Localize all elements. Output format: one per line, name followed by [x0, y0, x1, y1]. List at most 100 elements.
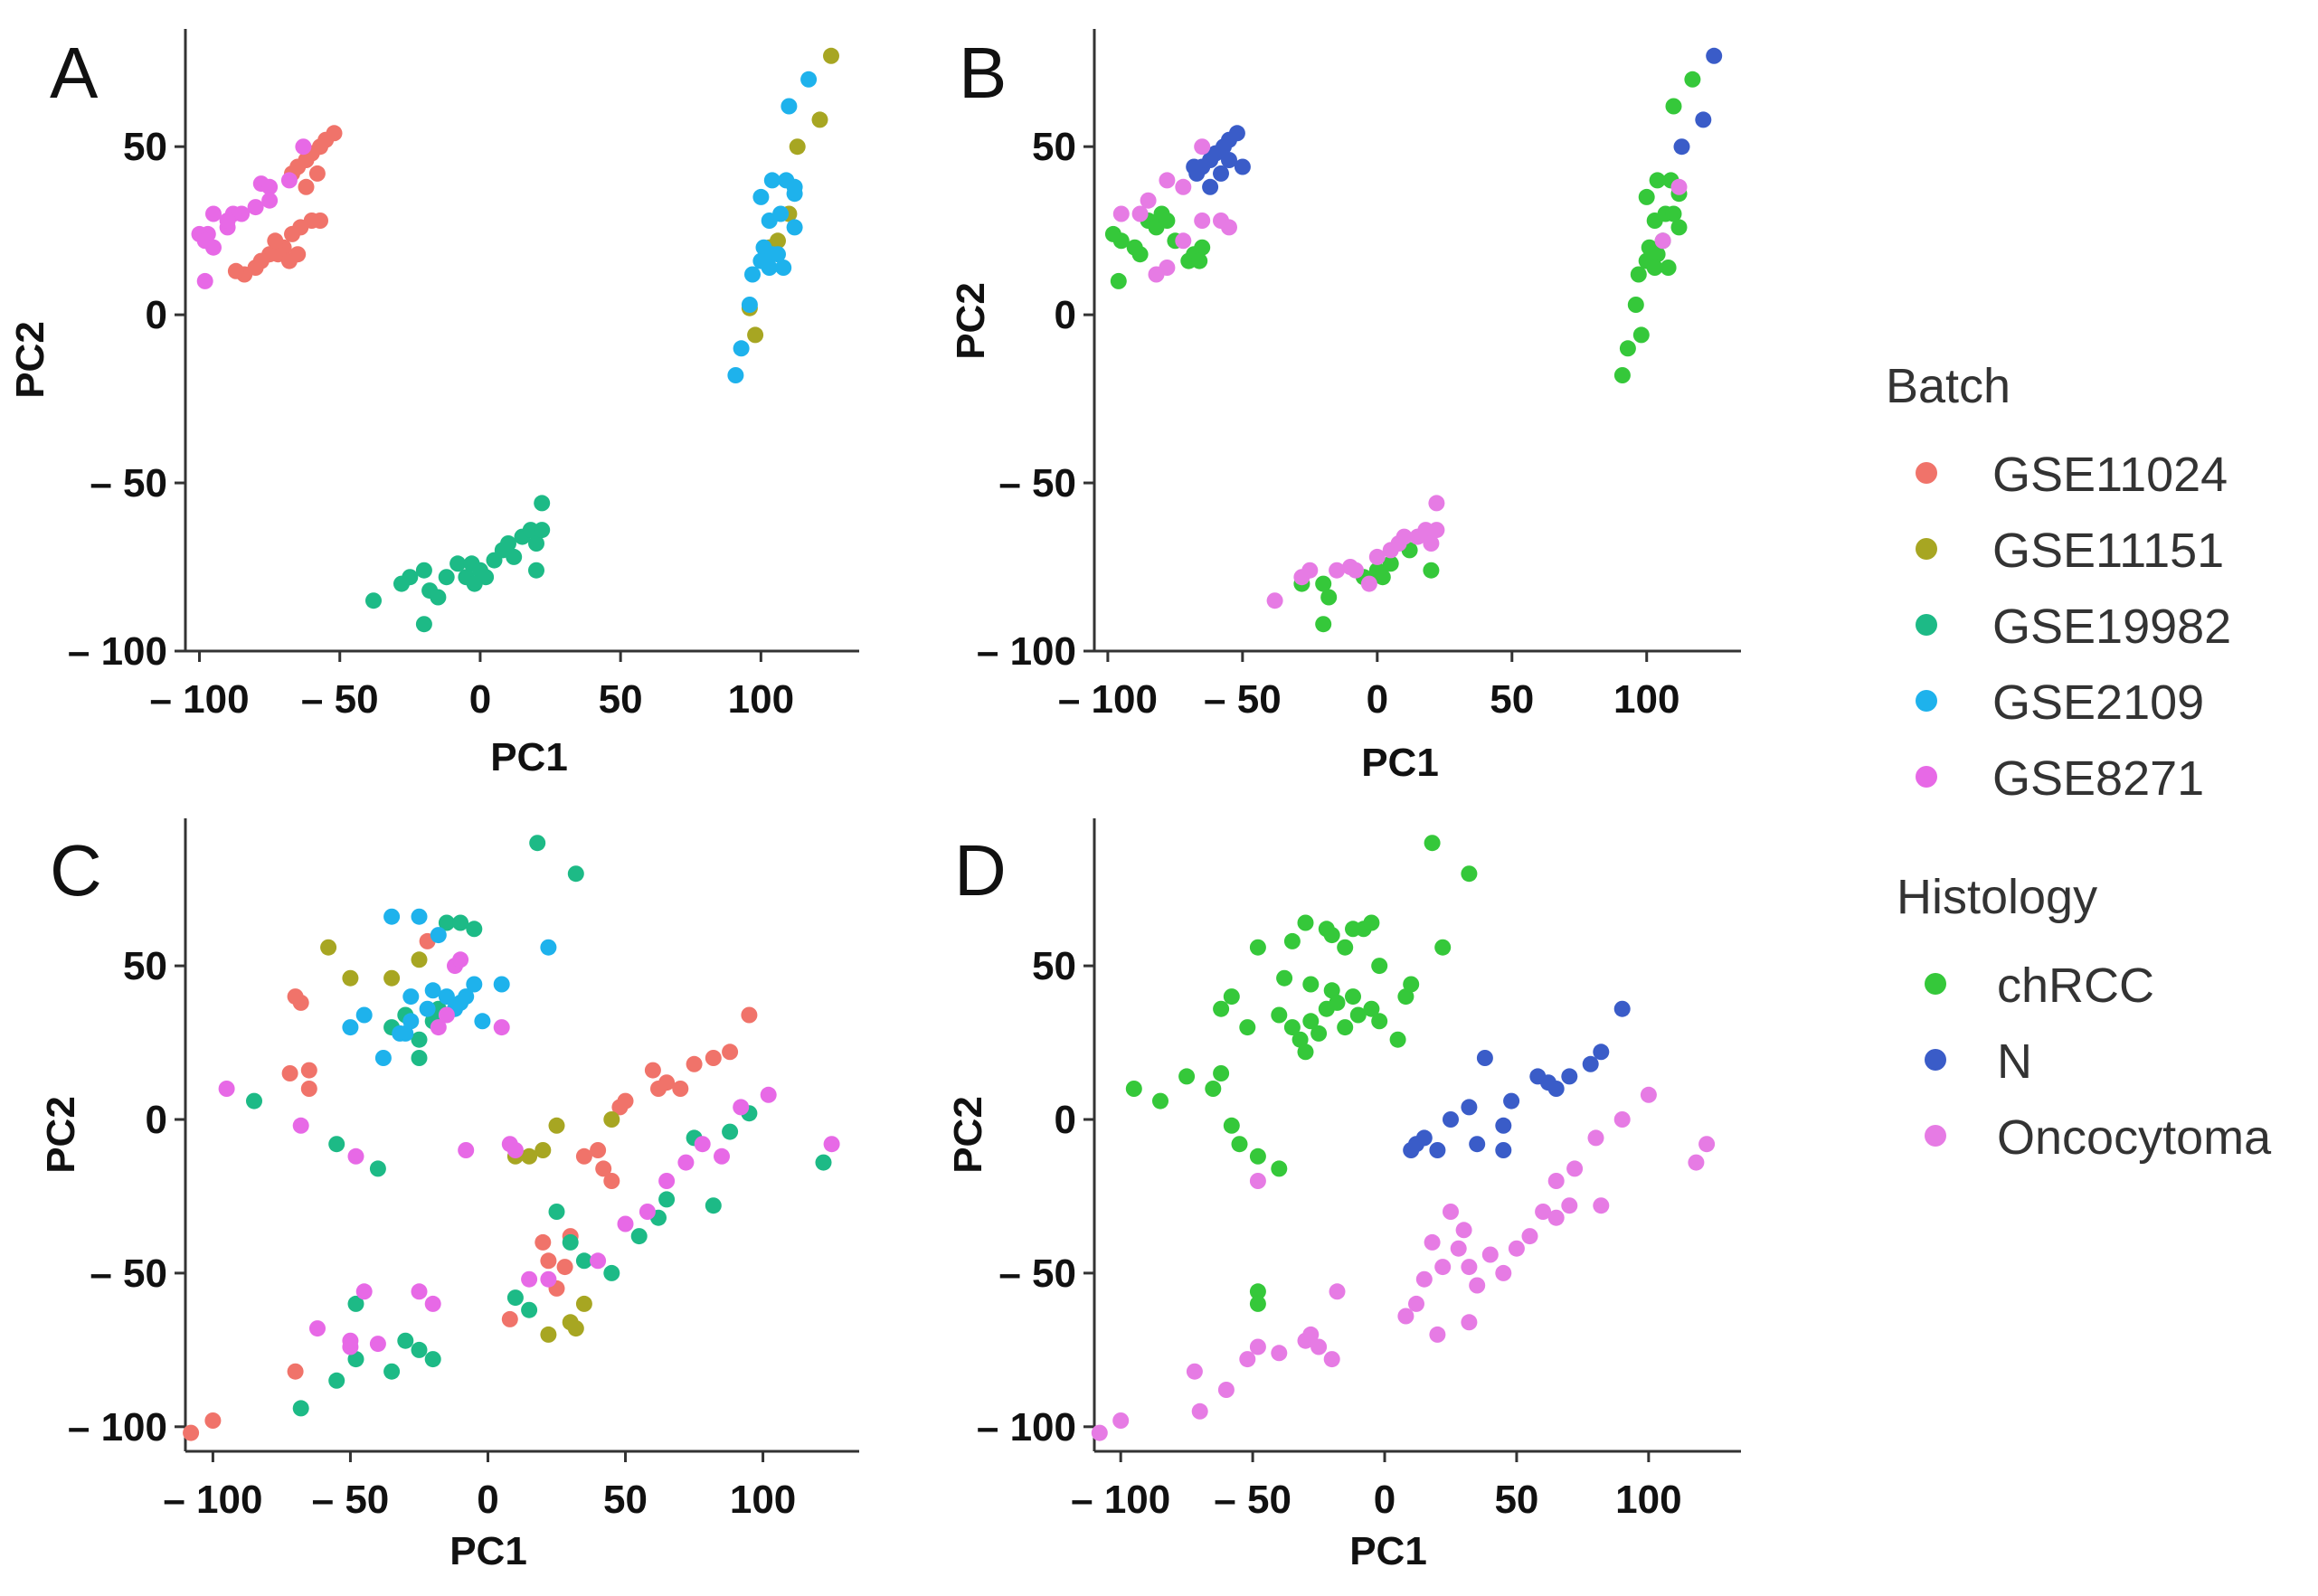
data-point	[1283, 932, 1301, 949]
data-point	[1397, 1308, 1414, 1325]
data-point	[1301, 562, 1319, 579]
data-point	[281, 1065, 298, 1081]
data-point	[458, 988, 475, 1006]
data-point	[575, 1252, 592, 1270]
data-point	[411, 1050, 428, 1066]
data-point	[522, 522, 539, 539]
x-tick-label: – 100	[1071, 1478, 1170, 1522]
data-point	[1429, 1326, 1446, 1343]
x-tick-label: 100	[730, 1478, 796, 1522]
data-point	[540, 1326, 557, 1343]
legend-dot	[1925, 1125, 1946, 1147]
data-point	[342, 969, 359, 987]
legend-dot	[1916, 690, 1937, 712]
data-point	[402, 988, 420, 1006]
data-point	[1660, 260, 1677, 276]
data-point	[1481, 1246, 1499, 1263]
data-point	[1266, 592, 1283, 609]
panel-letter-d: D	[954, 830, 1007, 911]
legend: Batch GSE11024 GSE11151 GSE19982 GSE2109…	[1886, 359, 2272, 1165]
data-point	[1310, 1025, 1328, 1042]
data-point	[369, 1160, 386, 1177]
data-point	[686, 1055, 703, 1072]
data-point	[534, 495, 551, 512]
data-point	[1302, 1326, 1320, 1343]
x-tick-label: 50	[1494, 1478, 1538, 1522]
data-point	[1323, 1351, 1340, 1368]
data-point	[1337, 1019, 1354, 1036]
y-tick-label: 0	[1055, 293, 1076, 337]
data-point	[1152, 1092, 1168, 1110]
data-point	[1476, 1050, 1493, 1066]
data-point	[1429, 1142, 1446, 1158]
data-point	[1091, 1424, 1108, 1441]
x-tick-label: – 50	[312, 1478, 390, 1522]
data-point	[1249, 1173, 1266, 1189]
data-point	[205, 205, 222, 222]
data-point	[267, 232, 284, 250]
data-point	[741, 297, 758, 313]
data-point	[438, 988, 455, 1006]
data-point	[1461, 1099, 1478, 1116]
data-point	[1638, 188, 1655, 205]
data-point	[1434, 1259, 1452, 1276]
data-point	[1646, 212, 1663, 229]
data-point	[1125, 1081, 1142, 1097]
data-point	[1423, 535, 1440, 552]
data-point	[786, 219, 803, 236]
data-point	[292, 1117, 309, 1134]
y-tick-label: 0	[146, 1098, 167, 1142]
panel-c: C – 100 – 50 0 50 100 – 100 – 50 0 50 PC1 PC2	[39, 818, 859, 1573]
data-point	[309, 1320, 326, 1337]
data-point	[528, 535, 544, 552]
legend-item-batch: GSE8271	[1916, 751, 2204, 806]
y-tick-label: 50	[123, 944, 167, 988]
x-tick-label: – 50	[1204, 677, 1282, 722]
panel-a: A – 100 – 50 0 50 100 – 100 – 50 0 50 PC1 PC2	[8, 29, 859, 779]
data-point	[1112, 205, 1130, 222]
data-point	[1561, 1068, 1578, 1085]
data-point	[246, 1092, 262, 1110]
data-point	[424, 982, 441, 999]
series-chrcc	[1125, 835, 1478, 1312]
data-point	[677, 1154, 695, 1171]
data-point	[1302, 976, 1320, 993]
data-point	[1323, 982, 1340, 999]
data-point	[287, 1363, 304, 1380]
data-point	[1186, 158, 1203, 175]
data-point	[289, 246, 307, 263]
data-point	[342, 1332, 359, 1349]
x-tick-label: – 50	[1214, 1478, 1291, 1522]
data-point	[500, 535, 516, 552]
data-point	[1613, 1111, 1631, 1128]
data-point	[300, 1062, 317, 1079]
data-point	[1582, 1055, 1599, 1072]
data-point	[800, 71, 818, 88]
data-point	[590, 1252, 607, 1270]
data-point	[261, 178, 279, 195]
data-point	[261, 192, 279, 209]
legend-dot	[1916, 538, 1937, 560]
data-point	[540, 1252, 557, 1270]
data-point	[438, 1006, 455, 1024]
data-point	[548, 1117, 565, 1134]
legend-label: N	[1997, 1034, 2032, 1089]
data-point	[1665, 98, 1682, 115]
data-point	[1249, 1338, 1266, 1355]
data-point	[1396, 528, 1413, 545]
data-point	[752, 188, 770, 205]
data-point	[1239, 1019, 1256, 1036]
data-point	[1360, 575, 1377, 592]
data-point	[205, 239, 222, 256]
data-point	[1423, 562, 1440, 579]
data-point	[328, 1372, 345, 1389]
data-point	[763, 172, 781, 189]
data-point	[1547, 1081, 1565, 1097]
data-point	[430, 927, 447, 944]
y-tick-label: 50	[1032, 944, 1076, 988]
data-point	[1231, 1136, 1248, 1153]
data-point	[786, 178, 803, 195]
y-tick-label: 50	[1032, 125, 1076, 169]
legend-dot	[1916, 462, 1937, 484]
data-point	[1415, 1129, 1433, 1147]
